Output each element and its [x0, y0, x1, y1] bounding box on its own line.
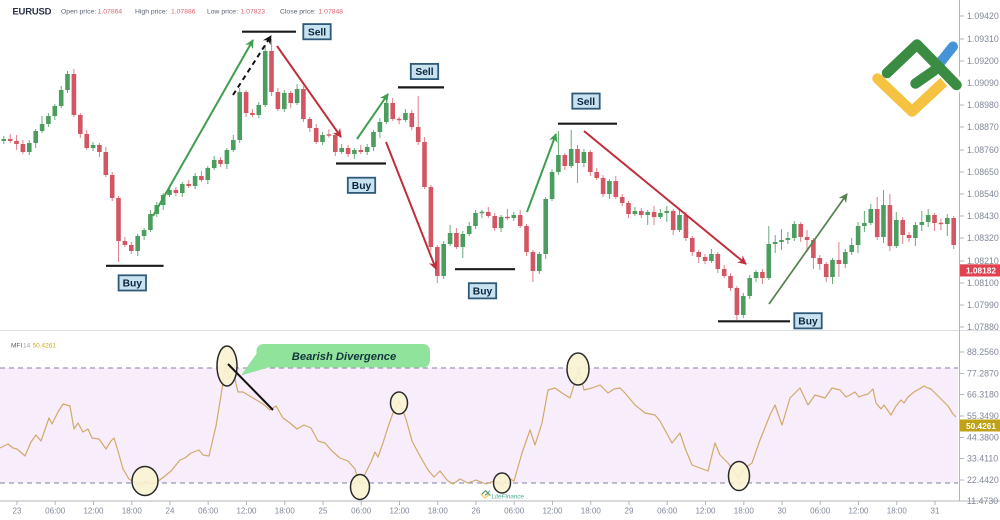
svg-text:Bearish Divergence: Bearish Divergence — [292, 351, 396, 363]
svg-text:06:00: 06:00 — [351, 507, 372, 516]
svg-text:18:00: 18:00 — [428, 507, 449, 516]
svg-text:1.08182: 1.08182 — [966, 266, 996, 276]
svg-text:06:00: 06:00 — [657, 507, 678, 516]
svg-text:Sell: Sell — [308, 27, 326, 38]
svg-text:Close price:: Close price: — [280, 8, 316, 15]
svg-text:33.4110: 33.4110 — [967, 454, 998, 464]
svg-text:Sell: Sell — [577, 97, 595, 108]
svg-text:Buy: Buy — [473, 287, 493, 298]
svg-text:1.07880: 1.07880 — [967, 322, 999, 332]
svg-text:55.3490: 55.3490 — [967, 411, 999, 421]
svg-text:12:00: 12:00 — [83, 507, 104, 516]
svg-text:1.08210: 1.08210 — [967, 256, 999, 266]
svg-text:1.08980: 1.08980 — [967, 100, 999, 110]
svg-text:1.09200: 1.09200 — [967, 56, 999, 66]
svg-text:MFI: MFI — [11, 343, 22, 350]
svg-text:Buy: Buy — [123, 279, 143, 290]
svg-text:1.08650: 1.08650 — [967, 167, 999, 177]
svg-text:88.2560: 88.2560 — [967, 347, 999, 357]
svg-text:18:00: 18:00 — [275, 507, 296, 516]
svg-text:12:00: 12:00 — [236, 507, 257, 516]
svg-text:06:00: 06:00 — [45, 507, 66, 516]
svg-text:11.4730: 11.4730 — [967, 496, 998, 506]
svg-text:Open price:: Open price: — [61, 8, 96, 15]
svg-text:1.07848: 1.07848 — [319, 8, 344, 15]
svg-text:18:00: 18:00 — [887, 507, 908, 516]
svg-text:12:00: 12:00 — [848, 507, 869, 516]
svg-text:1.08760: 1.08760 — [967, 145, 999, 155]
svg-text:1.08540: 1.08540 — [967, 189, 999, 199]
svg-text:1.08100: 1.08100 — [967, 278, 999, 288]
svg-text:77.2870: 77.2870 — [967, 369, 999, 379]
svg-text:Sell: Sell — [415, 67, 433, 78]
svg-text:24: 24 — [166, 507, 175, 516]
svg-text:Low price:: Low price: — [207, 8, 238, 15]
svg-text:1.07990: 1.07990 — [967, 300, 999, 310]
svg-text:50.4261: 50.4261 — [966, 421, 996, 431]
svg-text:1.08870: 1.08870 — [967, 122, 999, 132]
svg-text:14: 14 — [23, 343, 31, 350]
svg-text:1.07823: 1.07823 — [241, 8, 266, 15]
svg-text:1.09420: 1.09420 — [967, 11, 999, 21]
svg-text:1.09090: 1.09090 — [967, 78, 999, 88]
svg-text:06:00: 06:00 — [810, 507, 831, 516]
svg-text:31: 31 — [931, 507, 940, 516]
svg-text:Buy: Buy — [798, 317, 818, 328]
svg-text:22.4420: 22.4420 — [967, 475, 999, 485]
svg-text:29: 29 — [625, 507, 634, 516]
svg-text:12:00: 12:00 — [695, 507, 716, 516]
svg-text:06:00: 06:00 — [504, 507, 525, 516]
svg-text:High price:: High price: — [135, 8, 168, 15]
svg-text:18:00: 18:00 — [734, 507, 755, 516]
svg-text:25: 25 — [319, 507, 328, 516]
svg-text:1.07886: 1.07886 — [171, 8, 196, 15]
svg-text:44.3800: 44.3800 — [967, 433, 999, 443]
svg-text:06:00: 06:00 — [198, 507, 219, 516]
svg-text:18:00: 18:00 — [122, 507, 143, 516]
svg-text:1.08320: 1.08320 — [967, 233, 999, 243]
svg-text:23: 23 — [13, 507, 22, 516]
svg-text:30: 30 — [778, 507, 787, 516]
svg-text:12:00: 12:00 — [389, 507, 410, 516]
svg-text:LiteFinance: LiteFinance — [492, 494, 525, 501]
svg-text:66.3180: 66.3180 — [967, 390, 999, 400]
svg-text:1.07864: 1.07864 — [98, 8, 123, 15]
svg-text:1.08430: 1.08430 — [967, 211, 999, 221]
svg-text:12:00: 12:00 — [542, 507, 563, 516]
svg-text:26: 26 — [472, 507, 481, 516]
svg-text:18:00: 18:00 — [581, 507, 602, 516]
svg-text:Buy: Buy — [352, 181, 372, 192]
svg-text:50.4261: 50.4261 — [33, 343, 57, 350]
svg-text:1.09310: 1.09310 — [967, 34, 999, 44]
svg-text:EURUSD: EURUSD — [12, 6, 51, 17]
